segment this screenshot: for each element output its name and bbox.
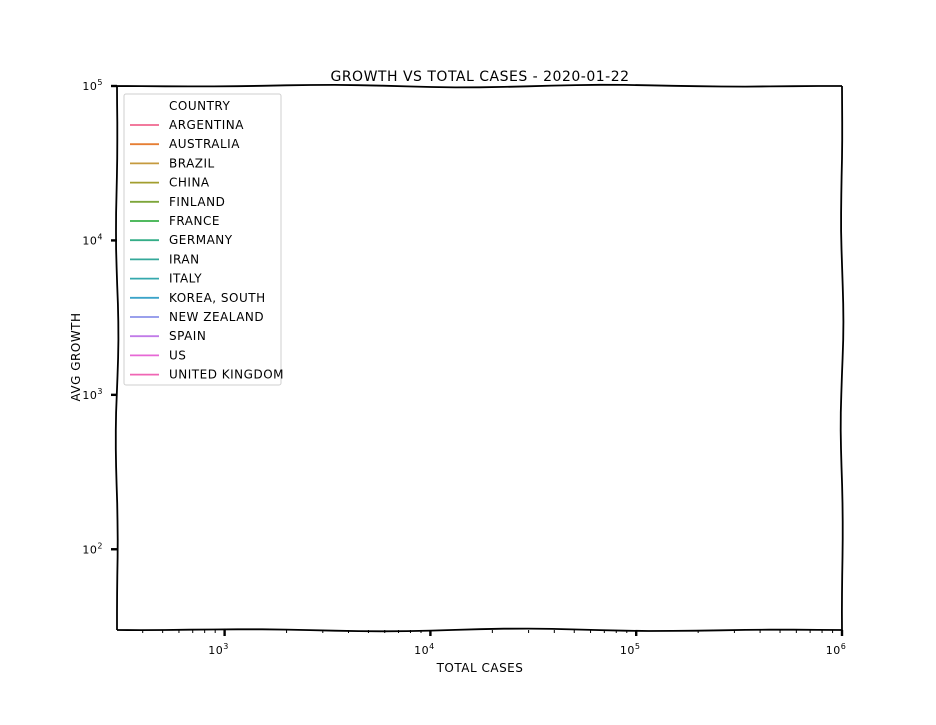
x-tick-exponent: 5 (635, 642, 641, 651)
plot-area (114, 83, 845, 633)
x-tick-label: 105 (620, 642, 641, 657)
legend-box (123, 93, 282, 386)
legend-entries: ARGENTINA AUSTRALIA BRAZIL CHINA FINLAND FRAN… (130, 118, 284, 382)
y-tick-label: 102 (82, 541, 103, 556)
y-tick-base: 10 (82, 234, 97, 247)
y-tick-exponent: 4 (97, 232, 103, 241)
y-tick-base: 10 (82, 80, 97, 93)
x-axis: 103 104 105 106 (142, 630, 847, 657)
x-tick-label: 106 (826, 642, 847, 657)
legend-title: COUNTRY (169, 99, 230, 113)
x-tick-exponent: 3 (223, 642, 229, 651)
y-tick-label: 104 (82, 232, 103, 247)
x-tick-base: 10 (208, 644, 223, 657)
y-tick-label: 103 (82, 387, 103, 402)
legend-label: BRAZIL (169, 156, 215, 170)
y-tick-exponent: 3 (97, 387, 103, 396)
x-tick-base: 10 (620, 644, 635, 657)
y-tick-base: 10 (82, 389, 97, 402)
legend-label: ITALY (169, 272, 202, 286)
x-tick-label: 103 (208, 642, 229, 657)
legend-label: US (169, 348, 186, 362)
legend-label: IRAN (169, 252, 200, 266)
axes-frame (114, 83, 845, 633)
x-tick-exponent: 4 (429, 642, 435, 651)
legend-label: FRANCE (169, 214, 220, 228)
legend-label: UNITED KINGDOM (169, 368, 284, 382)
y-tick-exponent: 5 (97, 78, 103, 87)
y-axis-label: AVG GROWTH (69, 312, 83, 401)
legend-label: FINLAND (169, 195, 225, 209)
legend-label: AUSTRALIA (169, 137, 240, 151)
legend-label: SPAIN (169, 329, 206, 343)
y-tick-exponent: 2 (97, 541, 103, 550)
legend-label: ARGENTINA (169, 118, 244, 132)
legend-label: KOREA, SOUTH (169, 291, 266, 305)
legend-label: GERMANY (169, 233, 233, 247)
legend-label: CHINA (169, 176, 210, 190)
x-tick-base: 10 (414, 644, 429, 657)
legend: COUNTRY ARGENTINA AUSTRALIA BRAZIL CHINA FIN… (123, 93, 284, 386)
y-tick-base: 10 (82, 543, 97, 556)
x-tick-label: 104 (414, 642, 435, 657)
x-tick-base: 10 (826, 644, 841, 657)
y-tick-label: 105 (82, 78, 103, 93)
x-tick-exponent: 6 (841, 642, 847, 651)
legend-label: NEW ZEALAND (169, 310, 264, 324)
x-axis-label: TOTAL CASES (436, 661, 524, 675)
chart-title: GROWTH VS TOTAL CASES - 2020-01-22 (330, 69, 629, 85)
